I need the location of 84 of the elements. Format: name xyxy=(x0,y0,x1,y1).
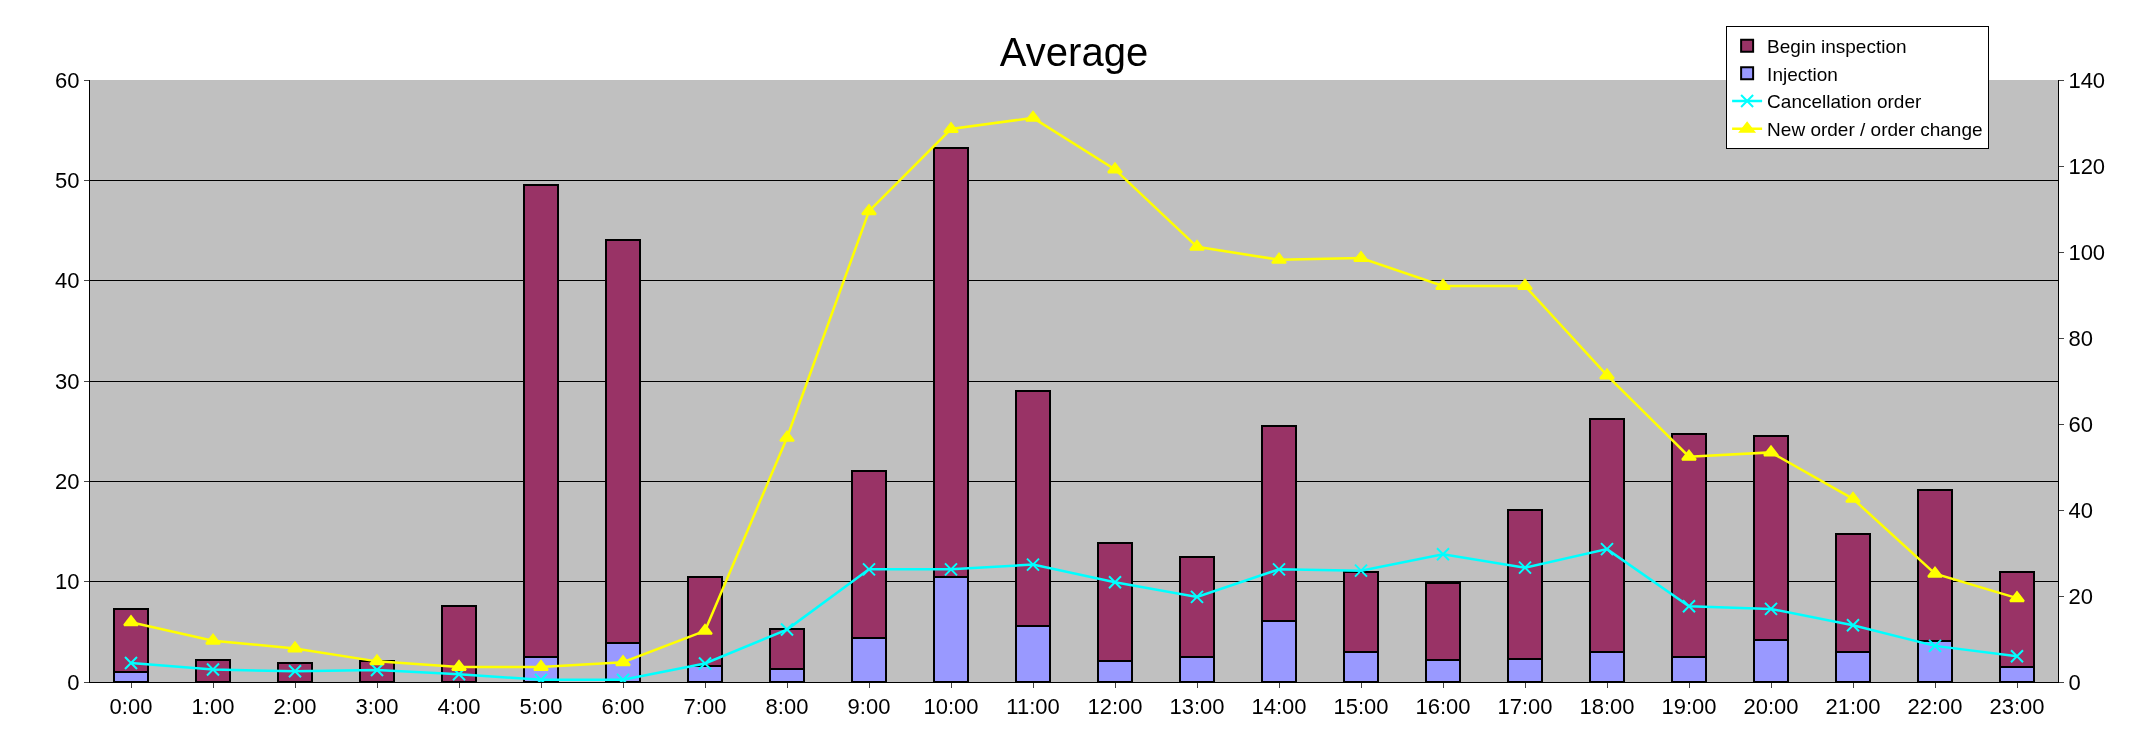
x-tick-label: 16:00 xyxy=(1415,694,1471,720)
point xyxy=(205,633,221,645)
point xyxy=(698,656,712,671)
point xyxy=(2010,649,2024,664)
x-tick-label: 20:00 xyxy=(1743,694,1799,720)
y2-tick-label: 60 xyxy=(2068,411,2093,437)
point xyxy=(1927,566,1943,578)
y2-tick-label: 0 xyxy=(2068,669,2081,695)
point xyxy=(779,430,795,442)
legend-label: Injection xyxy=(1767,63,1838,85)
point xyxy=(780,622,794,637)
x-tick-label: 21:00 xyxy=(1825,694,1881,720)
y2-tick-label: 100 xyxy=(2068,239,2106,265)
y2-tick-label: 20 xyxy=(2068,583,2093,609)
point xyxy=(1025,110,1041,122)
chart-title: Average xyxy=(999,29,1149,74)
x-tick-label: 8:00 xyxy=(765,694,809,720)
y-tick-label: 0 xyxy=(67,669,80,695)
point xyxy=(1682,599,1696,614)
y2-tick-label: 120 xyxy=(2068,153,2106,179)
point xyxy=(1518,560,1532,575)
x-tick-label: 2:00 xyxy=(273,694,317,720)
point xyxy=(287,641,303,653)
point xyxy=(1189,239,1205,251)
point xyxy=(1354,563,1368,578)
x-tick-label: 7:00 xyxy=(683,694,727,720)
point xyxy=(1435,278,1451,290)
y-tick-label: 50 xyxy=(55,168,80,194)
x-tick-label: 11:00 xyxy=(1006,694,1060,720)
point xyxy=(1353,251,1369,263)
x-tick-label: 5:00 xyxy=(519,694,563,720)
point xyxy=(1271,252,1287,264)
y-tick-label: 10 xyxy=(55,569,80,595)
point xyxy=(697,623,713,635)
point xyxy=(369,654,385,666)
point xyxy=(1517,278,1533,290)
point xyxy=(1681,449,1697,461)
point xyxy=(861,204,877,216)
y2-tick-label: 80 xyxy=(2068,325,2093,351)
point xyxy=(943,122,959,134)
point xyxy=(1599,368,1615,380)
point xyxy=(1108,575,1122,590)
x-tick-label: 3:00 xyxy=(355,694,399,720)
x-tick-label: 22:00 xyxy=(1907,694,1963,720)
x-tick-label: 0:00 xyxy=(109,694,153,720)
x-tick-label: 6:00 xyxy=(601,694,645,720)
point xyxy=(1763,445,1779,457)
legend-label: Begin inspection xyxy=(1767,36,1907,58)
y2-tick-label: 140 xyxy=(2068,67,2106,93)
point xyxy=(944,562,958,577)
x-tick-label: 9:00 xyxy=(847,694,891,720)
x-tick-label: 15:00 xyxy=(1333,694,1389,720)
point xyxy=(2009,591,2025,603)
point xyxy=(1107,162,1123,174)
x-tick-label: 17:00 xyxy=(1497,694,1553,720)
x-tick-label: 10:00 xyxy=(923,694,979,720)
point xyxy=(451,659,467,671)
point xyxy=(1846,618,1860,633)
x-tick-label: 14:00 xyxy=(1251,694,1307,720)
point xyxy=(862,562,876,577)
y-tick-label: 30 xyxy=(55,368,80,394)
point xyxy=(1600,542,1614,557)
x-tick-label: 12:00 xyxy=(1087,694,1143,720)
y-tick-label: 60 xyxy=(55,67,80,93)
point xyxy=(1190,589,1204,604)
x-tick-label: 4:00 xyxy=(437,694,481,720)
point xyxy=(1026,557,1040,572)
x-tick-label: 1:00 xyxy=(191,694,235,720)
point xyxy=(1436,547,1450,562)
y-tick-label: 40 xyxy=(55,268,80,294)
x-tick-label: 19:00 xyxy=(1661,694,1717,720)
point xyxy=(1845,491,1861,503)
legend-label: Cancellation order xyxy=(1767,91,1922,113)
point xyxy=(1272,562,1286,577)
point xyxy=(1764,601,1778,616)
y2-tick-label: 40 xyxy=(2068,497,2093,523)
point xyxy=(1928,638,1942,653)
x-tick-label: 18:00 xyxy=(1579,694,1635,720)
y-tick-label: 20 xyxy=(55,469,80,495)
point xyxy=(123,615,139,627)
x-tick-label: 23:00 xyxy=(1989,694,2045,720)
x-tick-label: 13:00 xyxy=(1169,694,1225,720)
point xyxy=(124,656,138,671)
legend-label: New order / order change xyxy=(1767,119,1983,141)
